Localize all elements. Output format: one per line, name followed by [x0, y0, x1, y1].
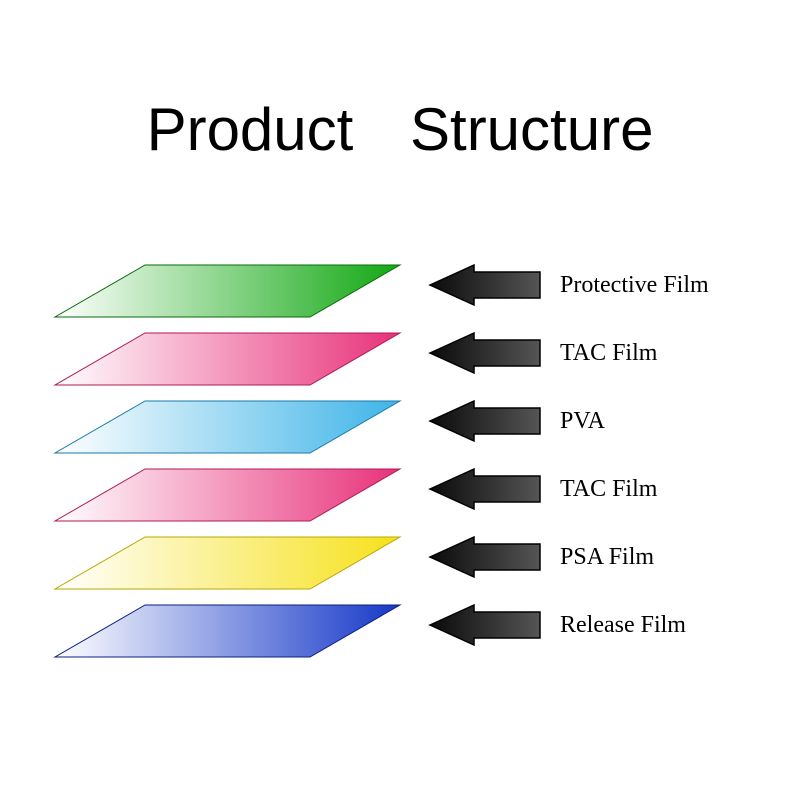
- arrow-left-icon: [430, 605, 540, 645]
- layer-label: Protective Film: [560, 272, 709, 299]
- arrow-left-icon: [430, 333, 540, 373]
- layer-label: TAC Film: [560, 340, 657, 367]
- layer-sheet: [55, 605, 400, 657]
- layer-label: PSA Film: [560, 544, 654, 571]
- layer-sheet: [55, 265, 400, 317]
- layer-label: PVA: [560, 408, 605, 435]
- arrow-left-icon: [430, 469, 540, 509]
- layer-sheet: [55, 469, 400, 521]
- layer-label: Release Film: [560, 612, 686, 639]
- arrow-left-icon: [430, 265, 540, 305]
- layer-sheet: [55, 537, 400, 589]
- layers-svg: [0, 0, 800, 800]
- arrow-left-icon: [430, 537, 540, 577]
- arrow-left-icon: [430, 401, 540, 441]
- layer-sheet: [55, 333, 400, 385]
- layer-sheet: [55, 401, 400, 453]
- layer-label: TAC Film: [560, 476, 657, 503]
- diagram-canvas: Product Structure Protective FilmTAC Fil…: [0, 0, 800, 800]
